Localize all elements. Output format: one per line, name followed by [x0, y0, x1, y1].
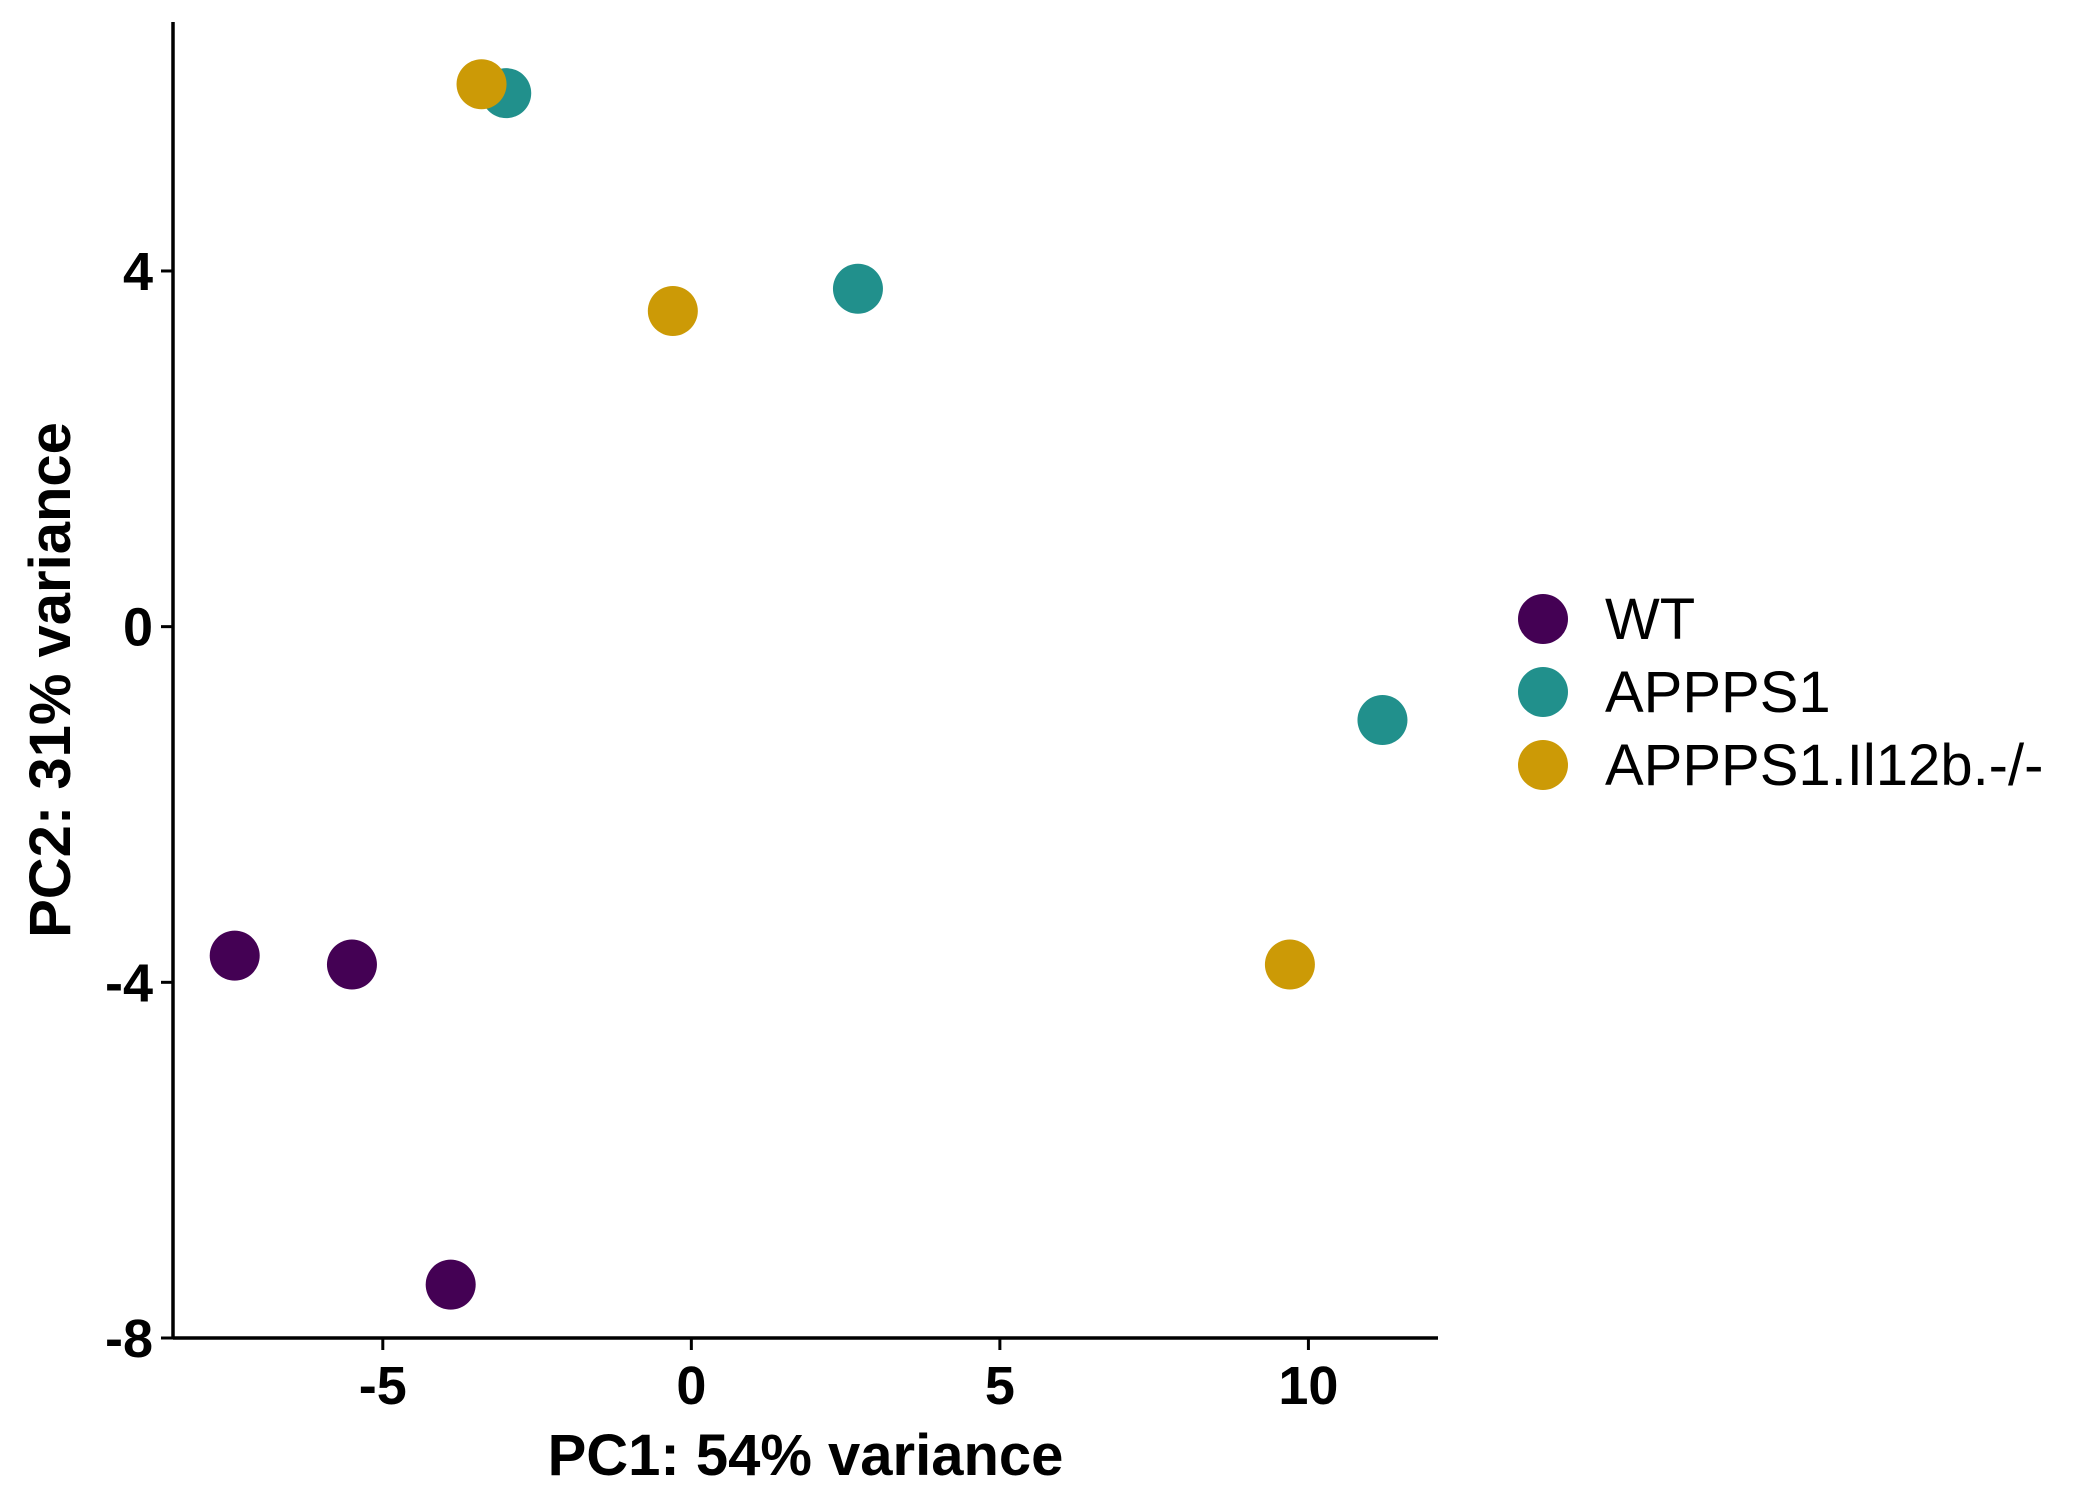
data-point [425, 1259, 476, 1310]
data-point [647, 285, 698, 336]
y-tick-label: -8 [105, 1309, 153, 1369]
x-tick-label: 0 [676, 1356, 706, 1416]
y-tick-label: -4 [105, 953, 153, 1013]
axes [171, 22, 1438, 1340]
legend-label: APPPS1 [1605, 660, 1831, 725]
data-point [456, 59, 507, 110]
x-tick-label: -5 [359, 1356, 407, 1416]
data-point [1357, 695, 1408, 746]
y-tick-label: 0 [123, 598, 153, 658]
legend-key [1518, 594, 1568, 644]
data-point [832, 263, 883, 314]
y-axis-ticks: -8 -4 0 4 [105, 242, 173, 1369]
x-tick-label: 10 [1278, 1356, 1338, 1416]
legend-key [1518, 667, 1568, 717]
y-axis-title: PC2: 31% variance [18, 422, 83, 938]
data-point [209, 930, 260, 981]
legend-key [1518, 740, 1568, 790]
legend-label: WT [1605, 587, 1695, 652]
data-point [326, 939, 377, 990]
plot-area [209, 59, 1408, 1310]
legend-label: APPPS1.Il12b.-/- [1605, 733, 2043, 798]
legend: WT APPPS1 APPPS1.Il12b.-/- [1518, 587, 2043, 798]
x-tick-label: 5 [985, 1356, 1015, 1416]
x-axis-title: PC1: 54% variance [548, 1423, 1064, 1488]
y-tick-label: 4 [123, 242, 153, 302]
x-axis-ticks: -5 0 5 10 [359, 1338, 1338, 1416]
data-point [1264, 939, 1315, 990]
